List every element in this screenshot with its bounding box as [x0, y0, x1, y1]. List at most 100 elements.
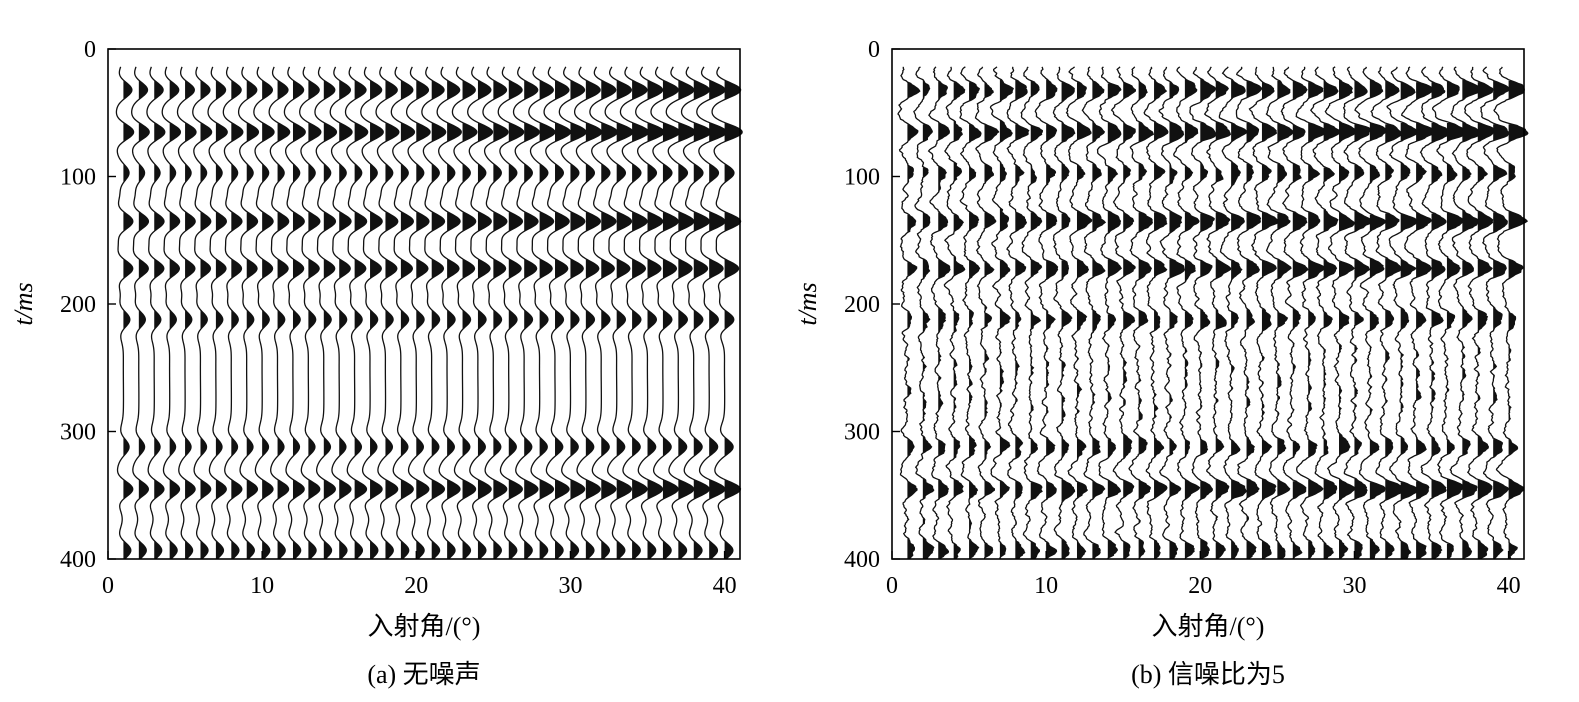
trace [573, 66, 603, 560]
trace [115, 66, 135, 560]
trace [1342, 66, 1374, 560]
trace [1020, 66, 1044, 560]
trace [1463, 66, 1495, 560]
x-tick-label: 20 [404, 573, 428, 599]
trace [1449, 66, 1483, 560]
trace [589, 66, 619, 560]
trace [1310, 66, 1341, 560]
trace [1493, 66, 1529, 560]
y-tick-label: 200 [60, 292, 96, 318]
y-tick-label: 300 [844, 420, 880, 446]
trace [421, 66, 447, 560]
y-tick-label: 100 [844, 165, 880, 191]
trace [989, 66, 1014, 559]
y-tick-label: 0 [84, 37, 96, 63]
panel-caption: (a) 无噪声 [367, 660, 480, 689]
trace [943, 66, 966, 560]
trace [497, 66, 525, 560]
x-tick-label: 0 [102, 573, 114, 599]
trace [451, 66, 478, 560]
trace [927, 66, 951, 560]
trace [131, 66, 150, 560]
x-tick-label: 40 [1497, 573, 1521, 599]
trace [1065, 66, 1093, 560]
trace [650, 66, 681, 560]
trace [176, 66, 197, 560]
trace [604, 66, 634, 560]
trace [375, 66, 400, 560]
trace [1034, 66, 1059, 560]
x-tick-label: 20 [1188, 573, 1212, 599]
trace [1203, 66, 1232, 560]
trace [897, 66, 921, 560]
trace [543, 66, 572, 560]
trace [1419, 66, 1452, 560]
trace [1096, 66, 1122, 560]
trace [299, 66, 322, 560]
x-tick-label: 10 [250, 573, 274, 599]
trace [482, 66, 509, 560]
trace [1235, 66, 1263, 560]
trace [665, 66, 697, 560]
trace [1324, 66, 1358, 560]
trace [192, 66, 213, 560]
trace [1158, 66, 1186, 560]
trace [344, 66, 369, 560]
trace [1052, 66, 1076, 560]
trace [558, 66, 587, 560]
panel-caption: (b) 信噪比为5 [1131, 660, 1285, 689]
y-tick-label: 200 [844, 292, 880, 318]
y-axis-label: t/ms [793, 282, 822, 325]
x-tick-label: 40 [713, 573, 737, 599]
trace [913, 66, 935, 560]
y-tick-label: 400 [844, 547, 880, 573]
y-tick-label: 300 [60, 420, 96, 446]
y-tick-label: 100 [60, 165, 96, 191]
trace [268, 66, 291, 560]
trace [959, 66, 982, 560]
trace [1265, 66, 1294, 560]
trace [253, 66, 275, 560]
trace [1081, 66, 1107, 560]
x-tick-label: 30 [1342, 573, 1366, 599]
x-axis-label: 入射角/(°) [368, 612, 481, 641]
trace [222, 66, 244, 560]
trace [1128, 66, 1155, 560]
trace [467, 66, 494, 560]
trace [1218, 66, 1248, 560]
trace [711, 66, 743, 560]
trace [696, 66, 728, 560]
traces [115, 66, 743, 560]
y-tick-label: 400 [60, 547, 96, 573]
trace [1401, 66, 1436, 560]
trace [1370, 66, 1404, 560]
trace [405, 66, 431, 560]
trace [1431, 66, 1467, 560]
x-tick-label: 30 [558, 573, 582, 599]
trace [1189, 66, 1217, 560]
trace [680, 66, 712, 560]
trace [1006, 66, 1030, 560]
trace [1480, 66, 1511, 560]
trace [619, 66, 650, 560]
trace [283, 66, 306, 560]
trace [528, 66, 556, 560]
trace [390, 66, 416, 560]
y-tick-label: 0 [868, 37, 880, 63]
x-tick-label: 0 [886, 573, 898, 599]
trace [974, 66, 1000, 560]
trace [1110, 66, 1136, 560]
trace [1143, 66, 1169, 560]
trace [512, 66, 540, 560]
trace [207, 66, 228, 560]
trace [146, 66, 166, 560]
traces [897, 66, 1529, 560]
trace [436, 66, 462, 560]
trace [1173, 66, 1201, 560]
trace [360, 66, 384, 560]
x-axis-label: 入射角/(°) [1152, 612, 1265, 641]
trace [1280, 66, 1309, 560]
